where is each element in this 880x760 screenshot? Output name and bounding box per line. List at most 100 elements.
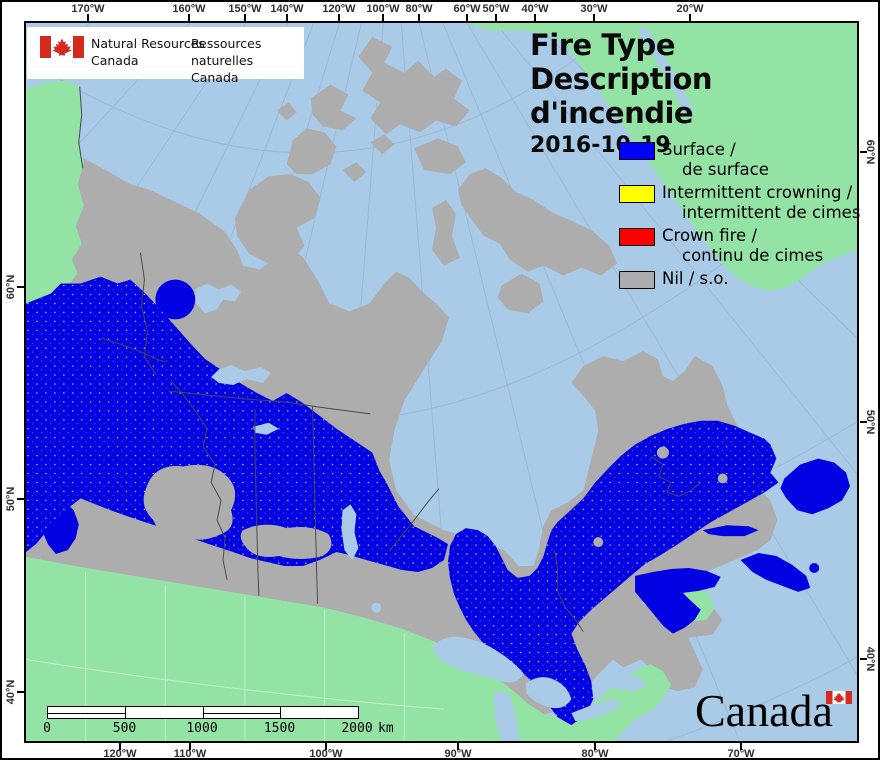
legend-label-line2: de surface [682, 160, 769, 179]
scale-label: 500 [112, 721, 137, 736]
axis-tick [119, 743, 121, 750]
nrcan-logo: Natural Resources Canada Ressources natu… [27, 27, 304, 85]
legend-item: Crown fire / continu de cimes [619, 226, 869, 266]
longitude-label: 80°W [405, 3, 433, 15]
longitude-label: 140°W [270, 3, 304, 15]
title-line2: Description d'incendie [530, 62, 713, 130]
longitude-label: 70°W [727, 748, 755, 760]
legend-label-line1: Nil / s.o. [662, 269, 729, 288]
logo-fr-line2: Canada [191, 70, 239, 85]
axis-tick [382, 14, 384, 21]
longitude-label: 100°W [309, 748, 343, 760]
lake-superior [432, 636, 524, 683]
arctic-islands [234, 36, 618, 314]
logo-fr-line1: Ressources naturelles [191, 36, 262, 68]
axis-tick [87, 14, 89, 21]
longitude-label: 30°W [580, 3, 608, 15]
legend-item: Intermittent crowning / intermittent de c… [619, 183, 869, 223]
scale-bar-graphic [47, 706, 359, 719]
greenland [464, 23, 857, 291]
axis-tick [593, 14, 595, 21]
scale-segment [202, 707, 281, 718]
logo-en-line1: Natural Resources [91, 36, 205, 51]
legend-label: Nil / s.o. [662, 269, 728, 289]
longitude-label: 60°W [453, 3, 481, 15]
axis-tick [495, 14, 497, 21]
lake-erie [571, 699, 624, 722]
scale-label: 1000 [186, 721, 218, 736]
legend-label-line1: Intermittent crowning / [662, 183, 853, 202]
longitude-label: 170°W [71, 3, 105, 15]
province-borders [78, 86, 702, 632]
lake-athabasca [252, 422, 279, 435]
latitude-label: 60°N [5, 274, 17, 300]
great-slave-lake [211, 365, 271, 385]
longitude-label: 150°W [228, 3, 262, 15]
scale-label: 0 [43, 721, 51, 736]
scale-segment [124, 707, 203, 718]
scale-segment [280, 707, 358, 718]
axis-tick [286, 14, 288, 21]
legend-label: Intermittent crowning / intermittent de c… [662, 183, 860, 223]
axis-tick [740, 743, 742, 750]
axis-tick [17, 498, 24, 500]
canada-flag-icon [40, 36, 84, 58]
axis-tick [457, 743, 459, 750]
longitude-label: 110°W [173, 748, 207, 760]
legend-item: Surface / de surface [619, 140, 869, 180]
axis-tick [860, 151, 867, 153]
axis-tick [418, 14, 420, 21]
legend-label-line1: Crown fire / [662, 226, 758, 245]
longitude-label: 120°W [103, 748, 137, 760]
canada-fire-map [26, 23, 857, 741]
axis-tick [244, 14, 246, 21]
scale-label: 1500 [263, 721, 296, 736]
scale-label: 2000 [341, 721, 373, 736]
wordmark-text: Canada [695, 685, 833, 736]
scale-segment [48, 707, 125, 718]
legend-label: Surface / de surface [662, 140, 769, 180]
axis-tick [594, 743, 596, 750]
axis-tick [534, 14, 536, 21]
longitude-label: 120°W [322, 3, 356, 15]
axis-tick [466, 14, 468, 21]
scale-bar: 0 500 1000 1500 2000 km [43, 706, 427, 740]
lakes [195, 283, 648, 741]
newfoundland [780, 458, 851, 515]
logo-text-en: Natural Resources Canada [91, 35, 205, 69]
usa [26, 557, 671, 741]
lake-winnipeg [341, 504, 359, 561]
axis-tick [189, 743, 191, 750]
legend: Surface / de surface Intermittent crowning… [619, 140, 869, 292]
legend-label: Crown fire / continu de cimes [662, 226, 823, 266]
longitude-label: 20°W [676, 3, 704, 15]
latitude-label: 40°N [5, 679, 17, 705]
nova-scotia [740, 553, 811, 592]
legend-label-line2: continu de cimes [682, 246, 824, 265]
axis-tick [860, 658, 867, 660]
lake-michigan [493, 691, 519, 741]
surface-fire-region [26, 276, 851, 726]
great-bear-lake [195, 283, 241, 314]
axis-tick [338, 14, 340, 21]
title-line1: Fire Type [530, 28, 676, 62]
logo-en-line2: Canada [91, 53, 139, 68]
legend-swatch [619, 142, 655, 160]
map-frame [24, 21, 859, 743]
legend-item: Nil / s.o. [619, 269, 869, 289]
axis-tick [17, 691, 24, 693]
axis-tick [860, 421, 867, 423]
longitude-label: 160°W [172, 3, 206, 15]
longitude-label: 50°W [482, 3, 510, 15]
legend-label-line2: intermittent de cimes [682, 203, 861, 222]
axis-tick [689, 14, 691, 21]
nares-strait [638, 26, 694, 115]
longitude-label: 80°W [581, 748, 609, 760]
legend-swatch [619, 271, 655, 289]
logo-text-fr: Ressources naturelles Canada [191, 35, 304, 86]
longitude-label: 100°W [366, 3, 400, 15]
longitude-label: 90°W [444, 748, 472, 760]
anticosti [702, 525, 759, 537]
lake-huron [525, 677, 572, 709]
